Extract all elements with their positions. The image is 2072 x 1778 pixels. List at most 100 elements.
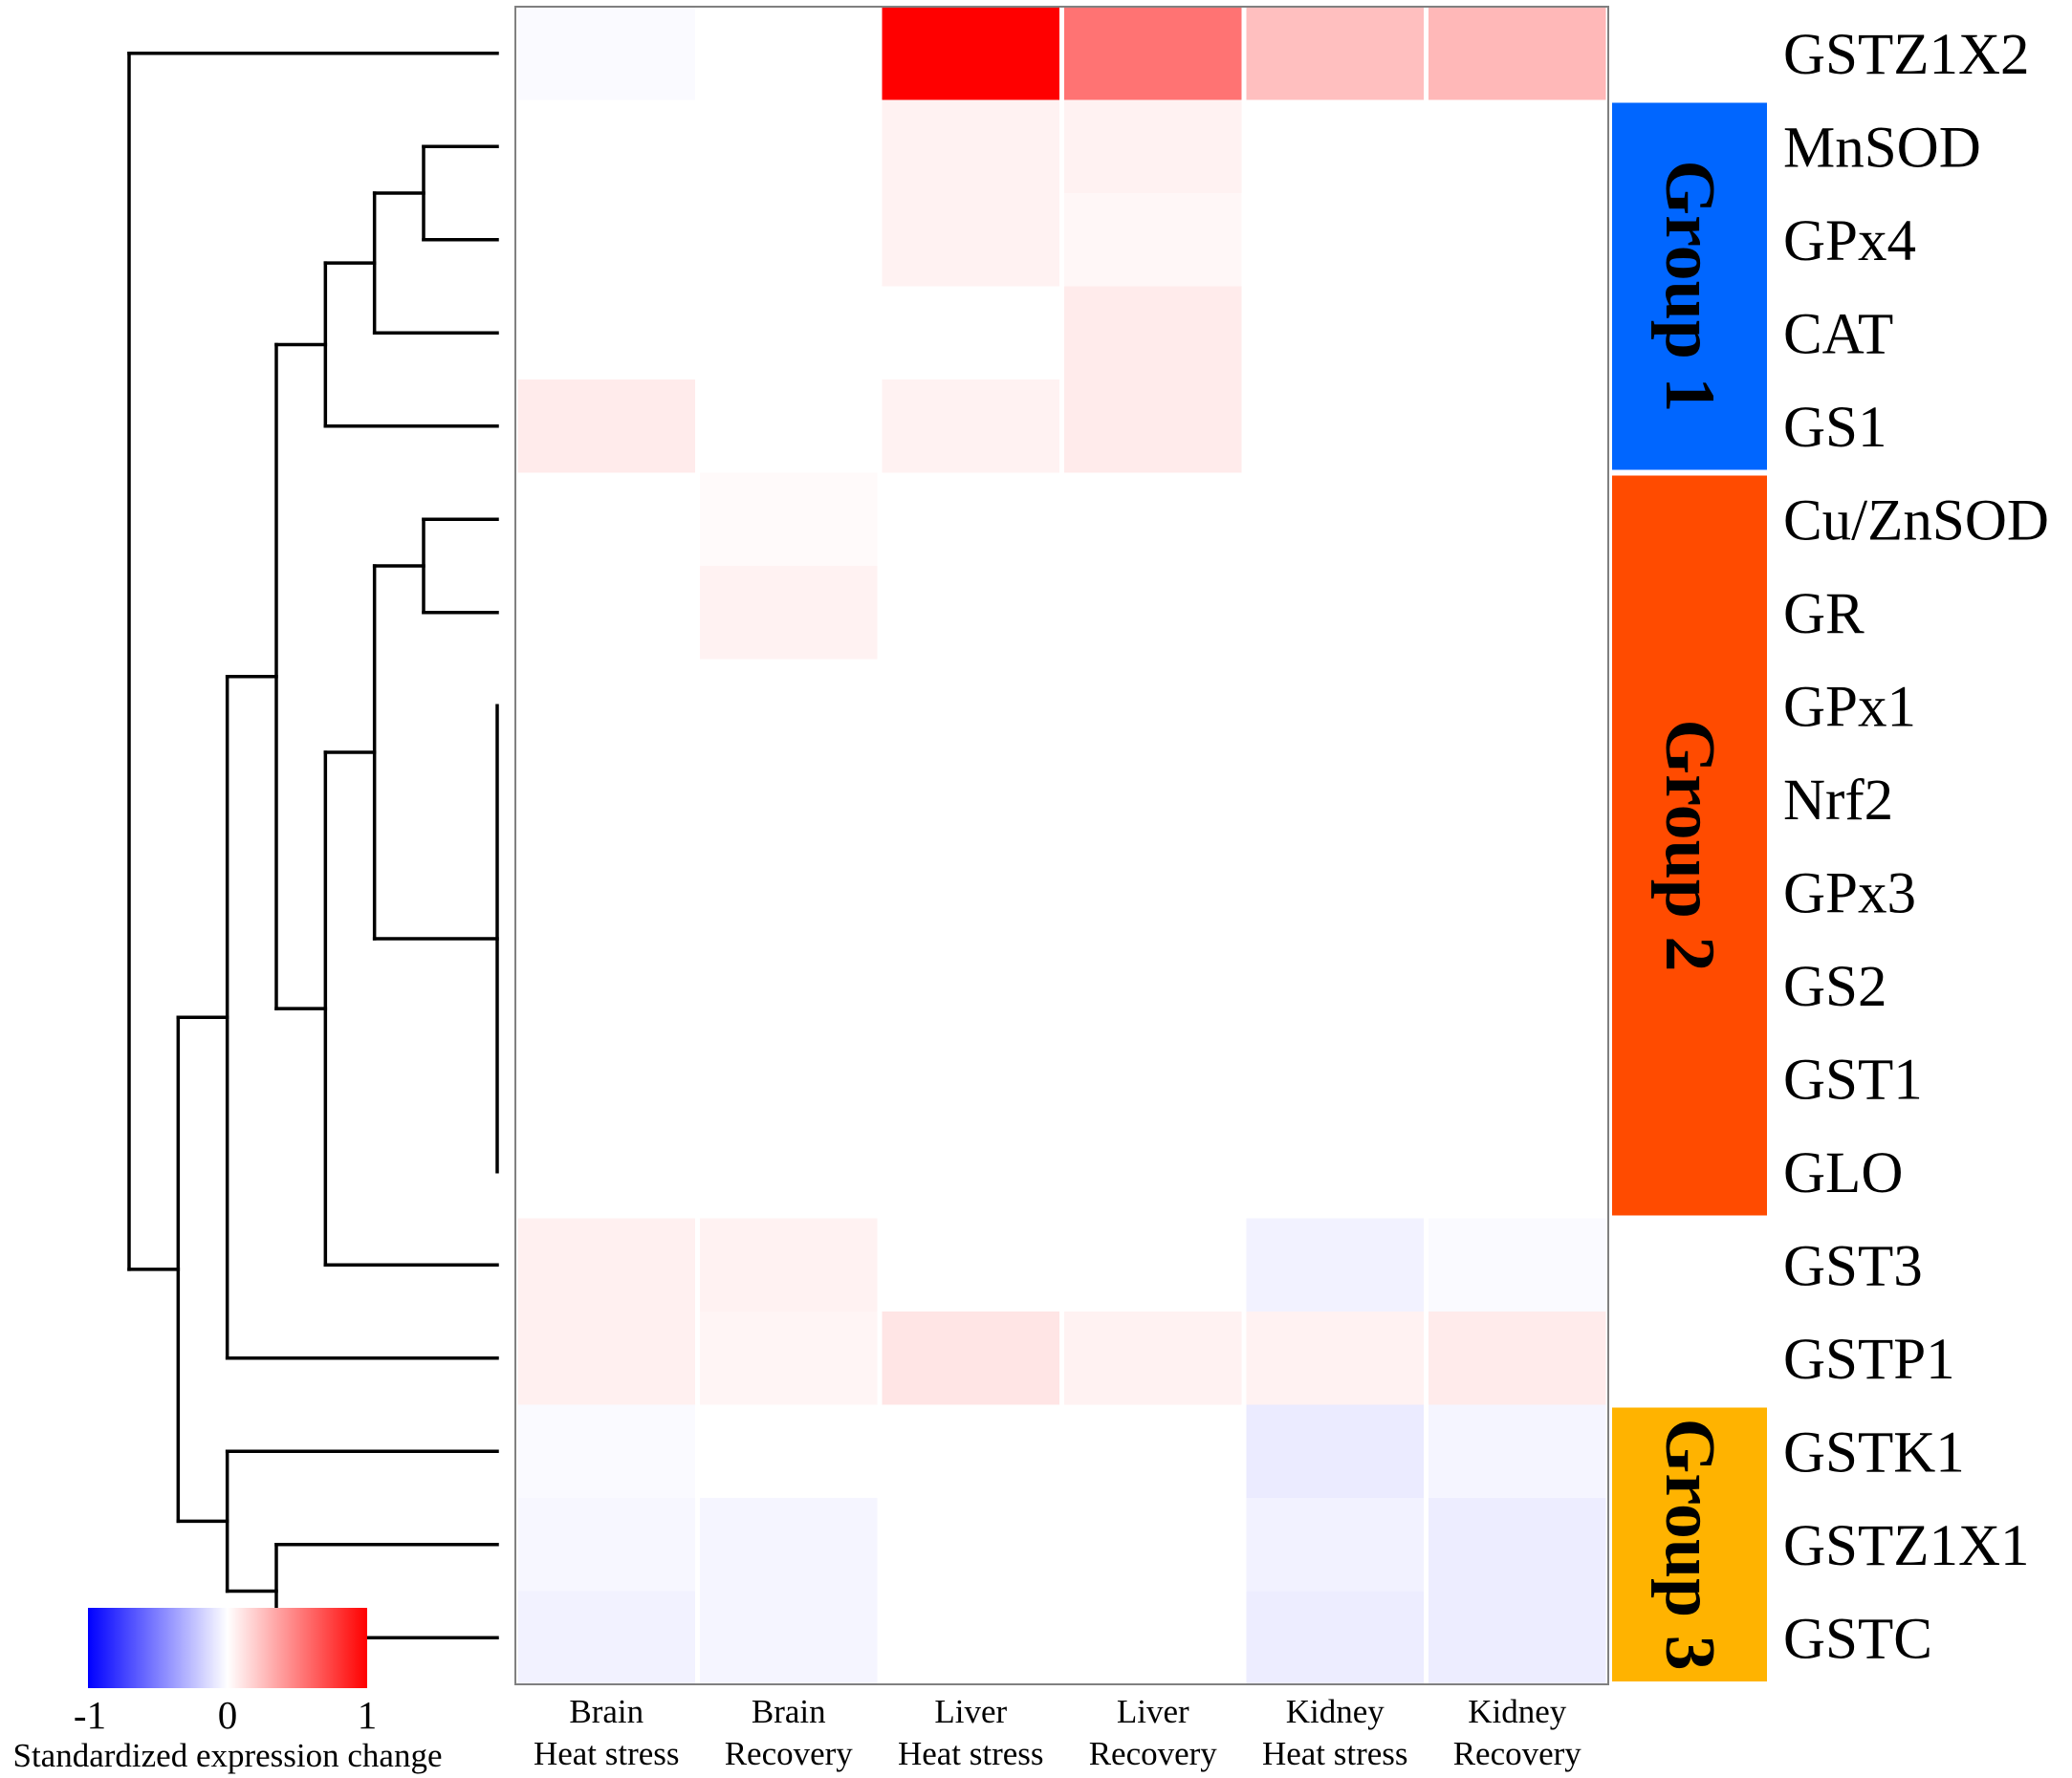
heatmap-cell [1064,1404,1242,1498]
column-label-condition: Recovery [1453,1735,1582,1772]
row-label: GST1 [1783,1048,1923,1112]
heatmap-cell [700,99,878,193]
heatmap-cell [1429,1591,1606,1684]
heatmap-cell [1429,379,1606,473]
heatmap-cell [700,939,878,1032]
heatmap-cell [700,472,878,566]
heatmap-cell [700,379,878,473]
heatmap-frame [514,6,1609,1685]
row-label: GS2 [1783,955,1887,1019]
row-label: Nrf2 [1783,769,1893,833]
column-labels: Brain Heat stress Brain Recovery Liver Heat s… [534,1693,1581,1772]
group-label: Group 1 [1650,161,1729,413]
heatmap-cell [882,1312,1059,1405]
heatmap-cell [700,566,878,660]
heatmap-cell [700,1031,878,1125]
heatmap-cell [1246,7,1424,100]
heatmap-cell [517,845,695,939]
heatmap-cell [1064,1498,1242,1592]
heatmap-cell [1064,752,1242,846]
row-label: GS1 [1783,396,1887,460]
heatmap-cell [882,752,1059,846]
heatmap-cell [1064,472,1242,566]
heatmap-cell [882,845,1059,939]
heatmap-cells [517,7,1606,1684]
heatmap-cell [517,752,695,846]
heatmap-cell [517,286,695,379]
heatmap-cell [1246,193,1424,287]
column-label-condition: Recovery [725,1735,854,1772]
heatmap-cell [1246,1591,1424,1684]
heatmap-cell [700,1498,878,1592]
heatmap-cell [1429,286,1606,379]
heatmap-cell [1246,99,1424,193]
heatmap-cell [517,1312,695,1405]
color-legend: -1 0 1 Standardized expression change [12,1608,443,1774]
heatmap-cell [517,1591,695,1684]
group-bars: Group 1 Group 2 Group 3 [1612,102,1767,1681]
heatmap-cell [1064,379,1242,473]
heatmap-cell [517,193,695,287]
group-label: Group 2 [1650,720,1729,972]
heatmap-cell [517,1031,695,1125]
heatmap-cell [882,1591,1059,1684]
row-label: CAT [1783,302,1893,366]
heatmap-cell [1429,1312,1606,1405]
heatmap-cell [700,659,878,752]
heatmap-cell [882,1404,1059,1498]
heatmap-cell [517,1218,695,1312]
heatmap-cell [1064,1031,1242,1125]
heatmap-cell [1429,752,1606,846]
row-dendrogram [127,52,499,1639]
heatmap-cell [1064,566,1242,660]
heatmap-cell [1246,939,1424,1032]
group-bar [1612,1407,1767,1681]
heatmap-cell [1429,1218,1606,1312]
heatmap-cell [882,7,1059,100]
heatmap-cell [1064,1591,1242,1684]
heatmap-cell [517,472,695,566]
heatmap-cell [882,472,1059,566]
heatmap-cell [1064,193,1242,287]
heatmap-cell [1064,845,1242,939]
heatmap-cell [517,1125,695,1219]
column-label-tissue: Brain [569,1693,643,1730]
legend-tick-mid: 0 [218,1693,238,1737]
group-bar [1612,102,1767,470]
heatmap-cell [517,566,695,660]
heatmap-cell [700,752,878,846]
heatmap-cell [700,1404,878,1498]
heatmap-cell [1429,1498,1606,1592]
heatmap-cell [700,845,878,939]
heatmap-cell [700,286,878,379]
row-label: GSTZ1X2 [1783,23,2030,87]
heatmap-cell [882,379,1059,473]
heatmap-cell [1246,566,1424,660]
heatmap-cell [1246,845,1424,939]
heatmap-cell [1246,1312,1424,1405]
column-label-tissue: Liver [1117,1693,1189,1730]
heatmap-cell [1246,1404,1424,1498]
legend-gradient-bar [88,1608,367,1688]
row-label: GPx3 [1783,861,1916,925]
column-label-condition: Heat stress [898,1735,1044,1772]
row-label: GSTC [1783,1607,1932,1671]
heatmap-cell [517,7,695,100]
heatmap-cell [1429,7,1606,100]
heatmap-cell [1429,99,1606,193]
heatmap-cell [882,286,1059,379]
heatmap-cell [1064,99,1242,193]
heatmap-cell [700,7,878,100]
heatmap-cell [517,659,695,752]
heatmap-cell [1246,1498,1424,1592]
column-label-tissue: Kidney [1468,1693,1567,1730]
heatmap-cell [882,1125,1059,1219]
heatmap-cell [1429,566,1606,660]
column-label-condition: Heat stress [1262,1735,1408,1772]
heatmap-cell [700,1218,878,1312]
heatmap-cell [882,1218,1059,1312]
heatmap-cell [1246,1125,1424,1219]
heatmap-cell [1246,1031,1424,1125]
heatmap-cell [700,193,878,287]
heatmap-cell [1246,1218,1424,1312]
